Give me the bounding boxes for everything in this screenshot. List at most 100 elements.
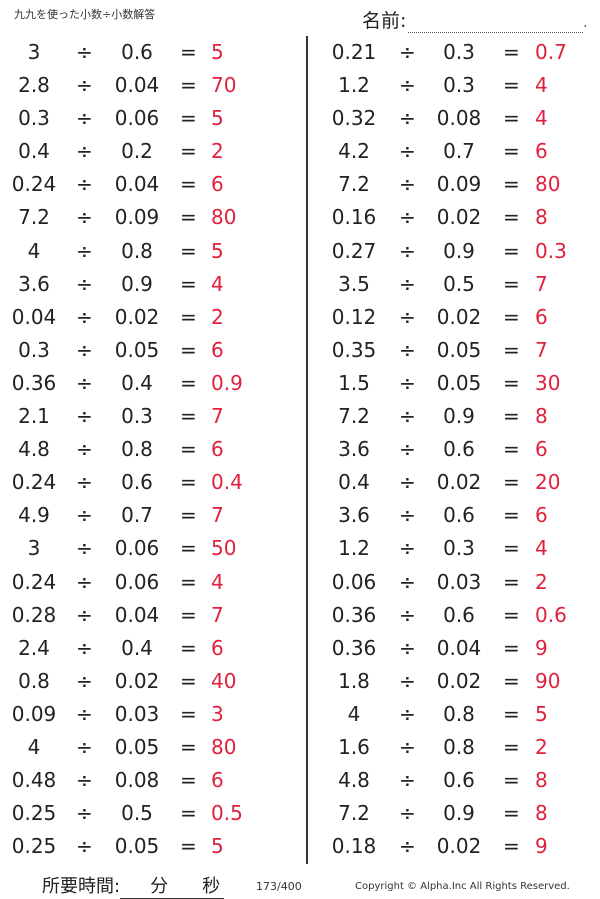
problem-row: 4.8 ÷ 0.8 = 6 [0, 433, 300, 466]
divide-sign: ÷ [76, 768, 93, 793]
divide-sign: ÷ [399, 437, 416, 462]
answer: 5 [211, 238, 224, 263]
divide-sign: ÷ [399, 734, 416, 759]
answer: 80 [211, 734, 237, 759]
answer: 6 [211, 172, 224, 197]
problem-row: 0.3 ÷ 0.06 = 5 [0, 102, 300, 135]
divisor: 0.9 [121, 271, 153, 296]
dividend: 0.21 [331, 40, 377, 64]
dividend: 2.4 [18, 635, 50, 660]
problem-row: 1.2 ÷ 0.3 = 4 [306, 69, 600, 102]
divisor: 0.04 [114, 172, 160, 197]
problem-row: 2.4 ÷ 0.4 = 6 [0, 632, 300, 665]
answer: 6 [211, 337, 224, 362]
dividend: 0.04 [11, 304, 57, 329]
equals-sign: = [503, 73, 520, 98]
equals-sign: = [180, 337, 197, 362]
answer: 8 [535, 404, 548, 429]
answer: 6 [535, 139, 548, 164]
problem-row: 0.24 ÷ 0.06 = 4 [0, 566, 300, 599]
divisor: 0.02 [436, 470, 482, 495]
divide-sign: ÷ [399, 172, 416, 197]
dividend: 0.25 [11, 801, 57, 826]
answer: 6 [211, 437, 224, 462]
answer: 5 [211, 40, 224, 64]
divisor: 0.9 [443, 404, 475, 429]
divide-sign: ÷ [399, 470, 416, 495]
problem-row: 0.28 ÷ 0.04 = 7 [0, 599, 300, 632]
divide-sign: ÷ [399, 768, 416, 793]
dividend: 0.24 [11, 172, 57, 197]
dividend: 1.2 [338, 536, 370, 561]
answer: 2 [535, 569, 548, 594]
equals-sign: = [180, 734, 197, 759]
divide-sign: ÷ [76, 536, 93, 561]
copyright: Copyright © Alpha.Inc All Rights Reserve… [355, 881, 570, 892]
answer: 2 [535, 734, 548, 759]
divisor: 0.4 [121, 635, 153, 660]
problem-row: 0.32 ÷ 0.08 = 4 [306, 102, 600, 135]
problem-row: 1.6 ÷ 0.8 = 2 [306, 731, 600, 764]
answer: 6 [535, 437, 548, 462]
name-blank [408, 14, 584, 33]
equals-sign: = [180, 73, 197, 98]
dividend: 0.35 [331, 337, 377, 362]
answer: 90 [535, 668, 561, 693]
dividend: 3.6 [338, 437, 370, 462]
dividend: 0.24 [11, 470, 57, 495]
divide-sign: ÷ [399, 337, 416, 362]
answer: 9 [535, 635, 548, 660]
answer: 70 [211, 73, 237, 98]
problem-row: 3 ÷ 0.06 = 50 [0, 532, 300, 565]
problem-row: 7.2 ÷ 0.09 = 80 [0, 201, 300, 234]
divisor: 0.3 [443, 73, 475, 98]
dividend: 0.16 [331, 205, 377, 230]
divisor: 0.7 [121, 503, 153, 528]
divisor: 0.08 [436, 106, 482, 131]
answer: 5 [211, 834, 224, 859]
divisor: 0.5 [443, 271, 475, 296]
answer: 20 [535, 470, 561, 495]
equals-sign: = [180, 668, 197, 693]
divide-sign: ÷ [399, 602, 416, 627]
divisor: 0.6 [121, 40, 153, 64]
dividend: 7.2 [338, 801, 370, 826]
answer: 7 [535, 271, 548, 296]
problem-row: 0.36 ÷ 0.04 = 9 [306, 632, 600, 665]
divisor: 0.02 [436, 668, 482, 693]
divide-sign: ÷ [399, 503, 416, 528]
problem-row: 2.1 ÷ 0.3 = 7 [0, 400, 300, 433]
divisor: 0.6 [443, 602, 475, 627]
dividend: 0.12 [331, 304, 377, 329]
divide-sign: ÷ [399, 569, 416, 594]
dividend: 0.4 [338, 470, 370, 495]
equals-sign: = [503, 602, 520, 627]
answer: 9 [535, 834, 548, 859]
problem-row: 0.06 ÷ 0.03 = 2 [306, 566, 600, 599]
right-problem-column: 0.21 ÷ 0.3 = 0.7 1.2 ÷ 0.3 = 4 0.32 ÷ 0.08 = 4 4.2 ÷ 0.7 =… [306, 36, 600, 863]
problem-row: 1.5 ÷ 0.05 = 30 [306, 367, 600, 400]
divide-sign: ÷ [76, 271, 93, 296]
divisor: 0.05 [114, 337, 160, 362]
equals-sign: = [503, 271, 520, 296]
divisor: 0.05 [436, 370, 482, 395]
answer: 6 [535, 304, 548, 329]
seconds-blank [172, 880, 199, 899]
problem-row: 0.04 ÷ 0.02 = 2 [0, 301, 300, 334]
problem-row: 0.09 ÷ 0.03 = 3 [0, 698, 300, 731]
problem-row: 3 ÷ 0.6 = 5 [0, 36, 300, 69]
left-problem-column: 3 ÷ 0.6 = 5 2.8 ÷ 0.04 = 70 0.3 ÷ 0.06 = 5 0.4 ÷ 0.2 = 2 0.2… [0, 36, 300, 863]
problem-row: 3.6 ÷ 0.9 = 4 [0, 268, 300, 301]
divide-sign: ÷ [76, 73, 93, 98]
divide-sign: ÷ [76, 701, 93, 726]
equals-sign: = [180, 40, 197, 64]
answer: 2 [211, 139, 224, 164]
divisor: 0.5 [121, 801, 153, 826]
equals-sign: = [180, 106, 197, 131]
divide-sign: ÷ [76, 404, 93, 429]
answer: 6 [211, 768, 224, 793]
equals-sign: = [503, 635, 520, 660]
answer: 6 [211, 635, 224, 660]
equals-sign: = [503, 437, 520, 462]
seconds-unit: 秒 [198, 872, 225, 899]
